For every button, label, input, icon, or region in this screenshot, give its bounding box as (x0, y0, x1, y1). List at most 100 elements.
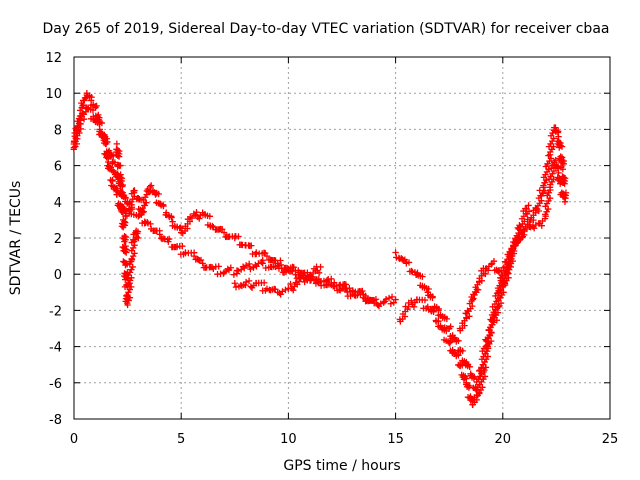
x-axis-label: GPS time / hours (283, 458, 400, 474)
series-trace-a (70, 90, 399, 310)
y-tick-label: 4 (54, 196, 62, 211)
data-point (199, 260, 206, 267)
data-point (188, 214, 196, 222)
data-point (373, 299, 380, 307)
data-point-fill (393, 254, 409, 264)
data-point-fill (163, 211, 175, 221)
axis-ticks: 0 5 10 15 20 25 -8 -6 -4 -2 0 2 4 6 8 10 12 (45, 51, 618, 447)
data-point-fill (252, 279, 269, 294)
data-point-fill (364, 296, 378, 304)
data-point (147, 182, 155, 189)
series-trace-e (392, 124, 570, 394)
data-point-fill (173, 242, 187, 258)
data-point (113, 140, 121, 148)
data-point (263, 252, 271, 260)
data-point-fill (542, 186, 554, 218)
data-point (392, 249, 399, 256)
data-point-fill (130, 231, 140, 243)
y-tick-label: 0 (54, 268, 62, 283)
data-marks (70, 90, 570, 408)
data-point-fill (457, 346, 475, 379)
data-point (121, 238, 128, 245)
data-point-fill (96, 130, 110, 142)
data-point-fill (413, 296, 430, 312)
data-point-fill (540, 152, 555, 189)
data-point-fill (265, 256, 279, 264)
x-tick-label: 0 (70, 432, 78, 447)
x-tick-label: 20 (495, 432, 512, 447)
data-point-fill (253, 249, 269, 258)
data-point-fill (468, 278, 483, 301)
x-tick-label: 25 (602, 432, 619, 447)
data-point-fill (551, 161, 562, 172)
data-point (488, 318, 496, 325)
data-point-fill (462, 295, 477, 320)
data-point-fill (405, 297, 419, 310)
data-point (109, 176, 116, 184)
data-point (362, 292, 369, 300)
data-point (555, 133, 562, 140)
data-point-fill (554, 137, 567, 168)
data-point (220, 229, 228, 236)
data-point-fill (456, 361, 470, 383)
data-point-fill (483, 261, 495, 274)
data-point-fill (351, 291, 367, 299)
x-tick-label: 10 (280, 432, 297, 447)
x-tick-label: 5 (177, 432, 185, 447)
data-point-fill (212, 225, 226, 233)
data-point-fill (242, 277, 258, 291)
data-point-fill (551, 126, 562, 136)
data-point-fill (286, 267, 303, 282)
y-tick-label: -4 (49, 341, 62, 356)
y-tick-label: 10 (45, 87, 62, 102)
y-axis-label: SDTVAR / TECUs (8, 181, 24, 296)
data-point (317, 263, 324, 271)
data-point (306, 272, 314, 280)
y-tick-label: -6 (49, 377, 62, 392)
data-point-fill (515, 205, 533, 233)
data-point-fill (192, 255, 205, 264)
data-point-fill (150, 227, 163, 234)
y-tick-label: 12 (45, 51, 62, 66)
data-point (135, 234, 142, 242)
data-point-fill (276, 285, 292, 298)
data-point-fill (463, 381, 477, 405)
data-point (555, 169, 562, 177)
series-trace-b (70, 104, 380, 307)
series-trace-d (231, 263, 324, 298)
y-tick-label: -2 (49, 304, 62, 319)
data-point (525, 202, 532, 209)
data-point-fill (266, 285, 279, 294)
data-point-fill (84, 92, 95, 101)
data-point-fill (247, 258, 265, 273)
data-point (392, 296, 399, 303)
data-point-fill (536, 215, 549, 229)
y-tick-label: 8 (54, 123, 62, 138)
data-point-fill (132, 228, 142, 237)
data-point-fill (116, 190, 128, 225)
data-point-fill (474, 370, 489, 399)
y-tick-label: 2 (54, 232, 62, 247)
y-tick-label: 6 (54, 160, 62, 175)
data-point (190, 252, 198, 260)
data-point-fill (78, 91, 91, 107)
data-point-fill (382, 293, 398, 307)
series-trace-c (113, 140, 142, 309)
data-point-fill (70, 120, 84, 148)
data-point-fill (123, 280, 135, 307)
x-tick-label: 15 (387, 432, 404, 447)
chart-title: Day 265 of 2019, Sidereal Day-to-day VTE… (43, 21, 610, 37)
data-point-fill (507, 222, 524, 260)
data-point-fill (182, 249, 198, 257)
data-point-fill (372, 296, 387, 310)
data-point-fill (287, 279, 301, 294)
data-point (156, 231, 163, 238)
data-point-fill (142, 219, 154, 228)
data-point-fill (425, 291, 442, 313)
data-point (559, 191, 567, 198)
data-point-fill (274, 261, 290, 276)
data-point (561, 198, 569, 205)
data-point-fill (340, 284, 354, 300)
series-trace-g (456, 202, 533, 334)
